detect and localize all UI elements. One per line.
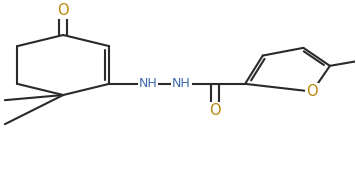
Text: NH: NH <box>138 77 157 90</box>
Text: O: O <box>57 3 69 18</box>
Text: O: O <box>307 84 318 99</box>
Text: O: O <box>209 103 221 118</box>
Text: NH: NH <box>172 77 191 90</box>
